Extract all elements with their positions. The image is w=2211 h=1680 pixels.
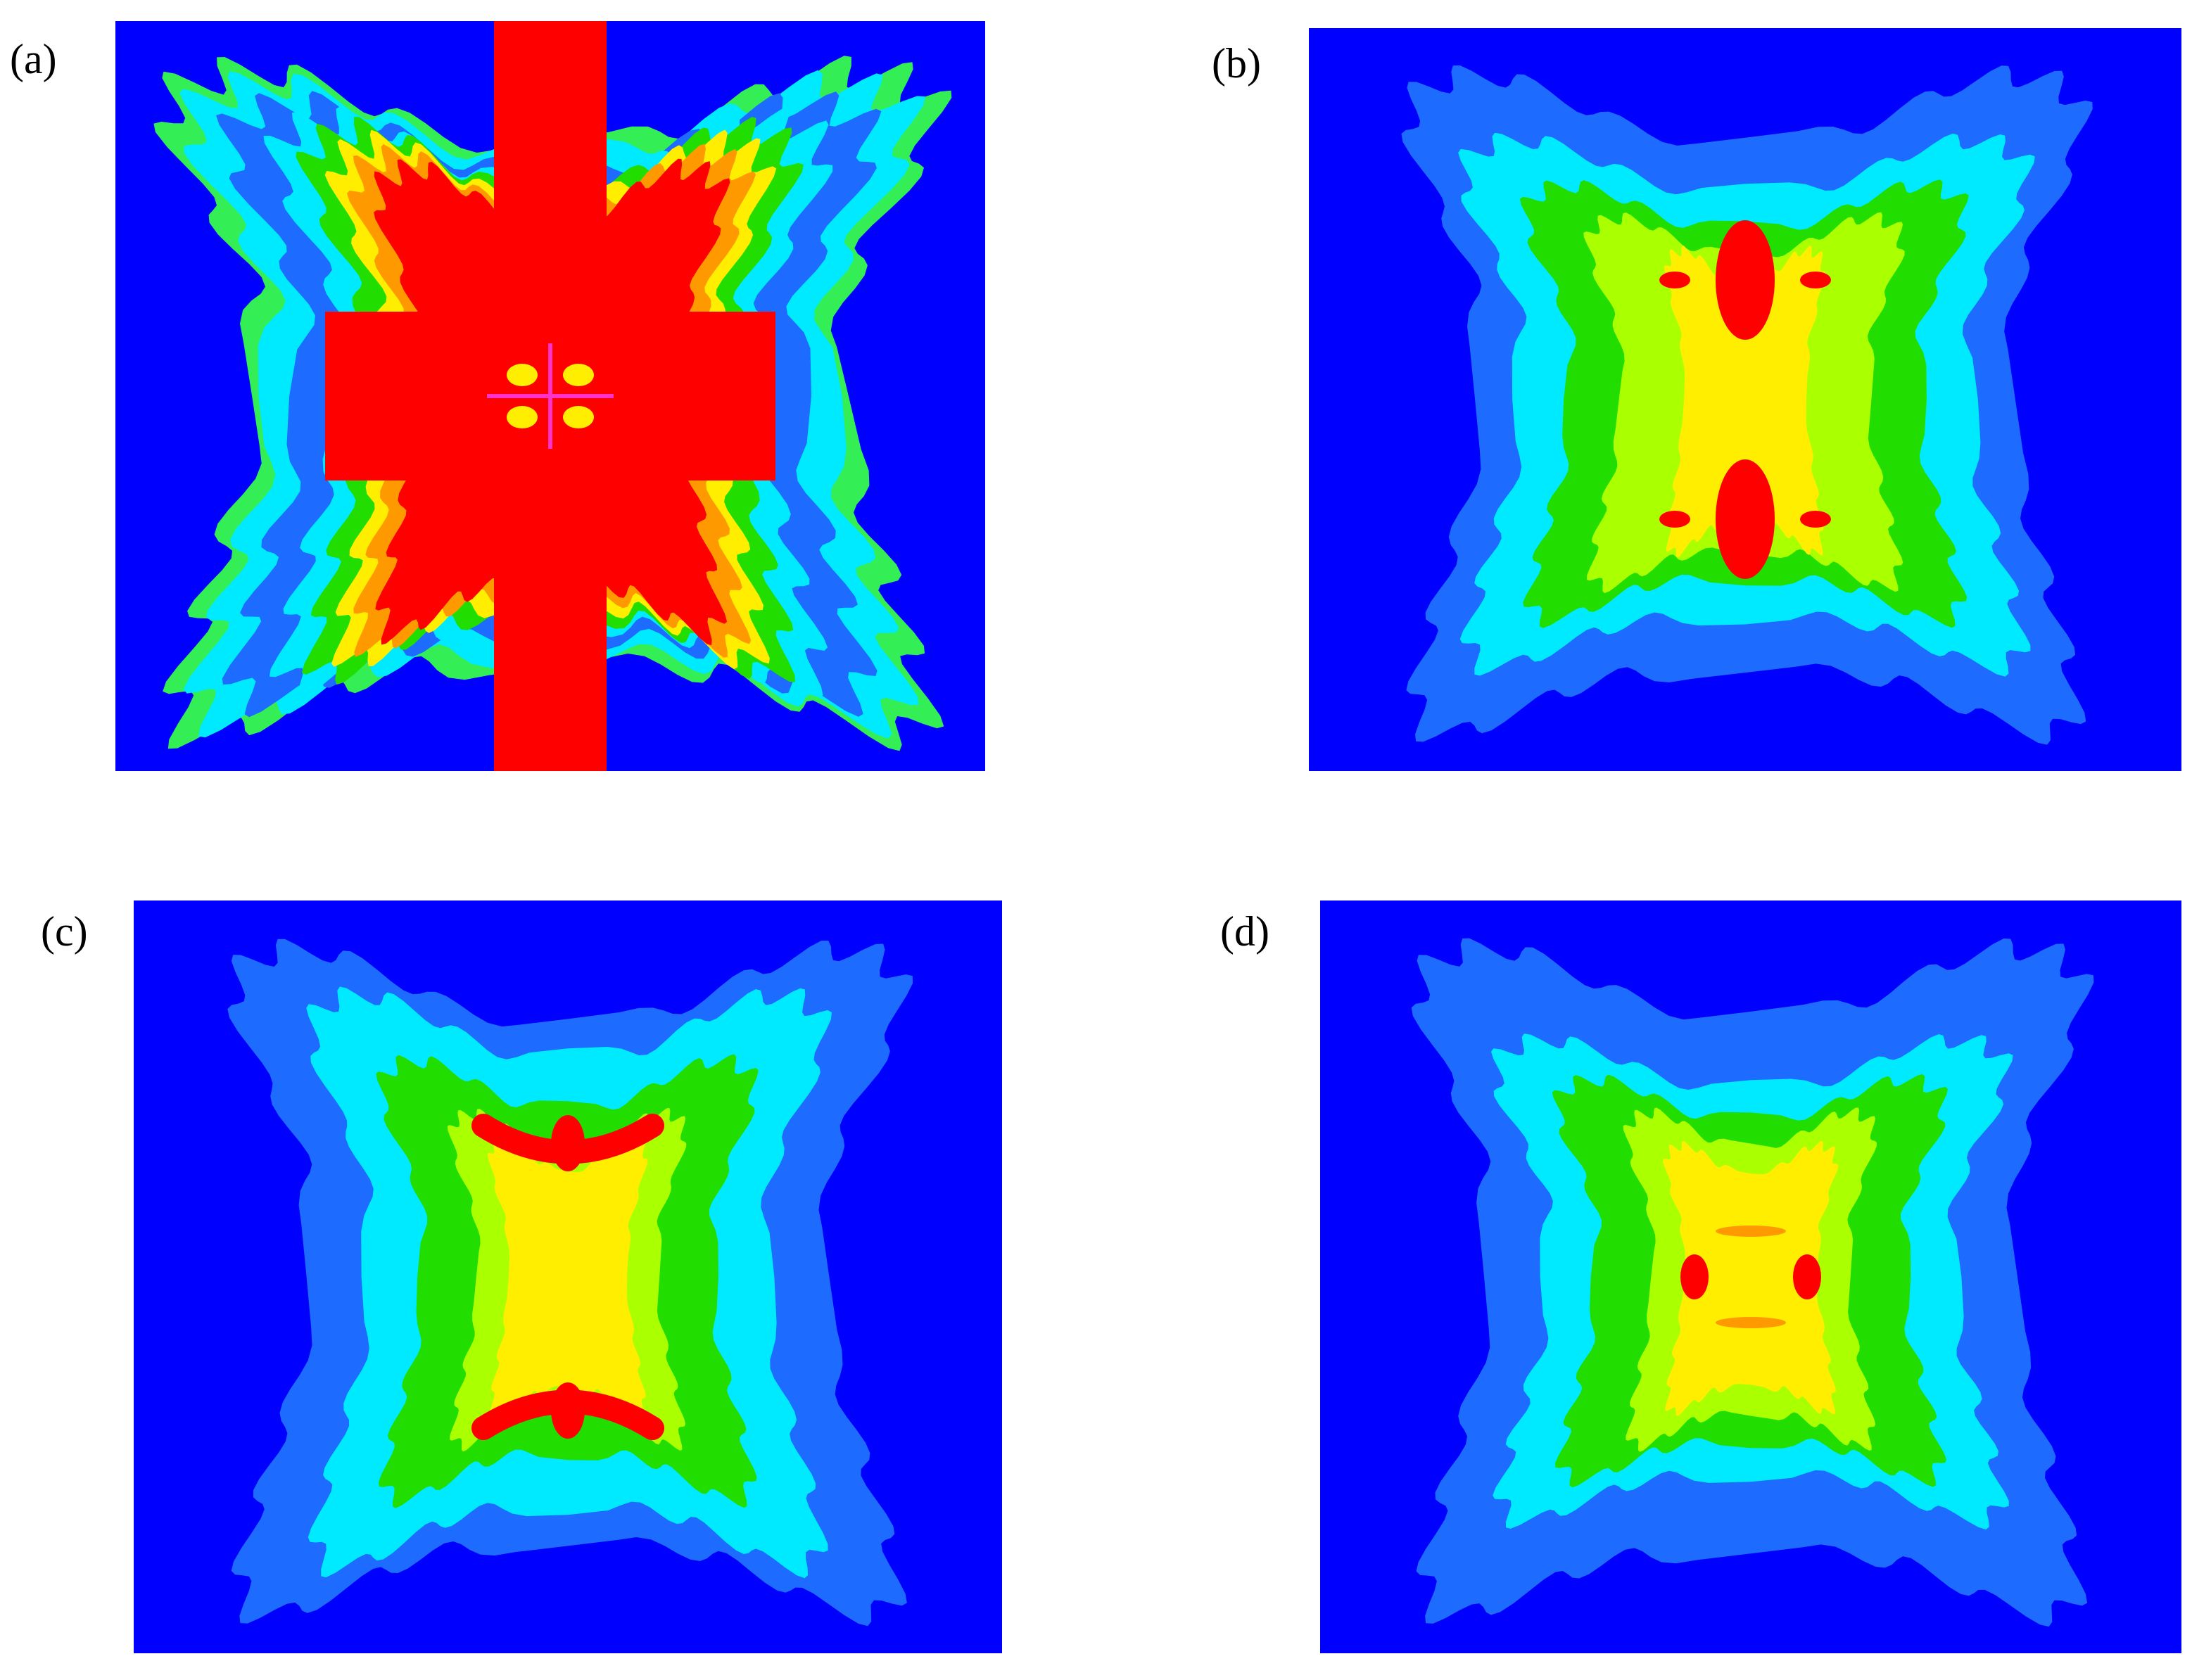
panel-label: (c): [41, 908, 88, 955]
hot: [1659, 511, 1690, 528]
hot: [1716, 220, 1775, 340]
spot: [507, 364, 538, 386]
hot: [1793, 1254, 1821, 1299]
hot: [1800, 511, 1831, 528]
panel-label: (b): [1212, 40, 1261, 87]
contour: [1663, 1140, 1839, 1416]
spot: [563, 364, 594, 386]
panel-c-map: [134, 901, 1002, 1653]
hot: [551, 1382, 585, 1439]
hot: [1716, 1226, 1786, 1237]
hot: [1800, 272, 1831, 288]
spot: [563, 406, 594, 428]
panel-b-map: [1309, 28, 2181, 771]
hot: [1716, 1317, 1786, 1328]
panel-a-map: [115, 21, 985, 771]
hot: [1680, 1254, 1709, 1299]
hot: [1659, 272, 1690, 288]
hot: [1716, 459, 1775, 579]
hot: [551, 1115, 585, 1171]
panel-d-map: [1320, 901, 2181, 1653]
contour: [488, 1135, 648, 1423]
panel-label: (a): [10, 36, 57, 82]
contour: [1664, 245, 1826, 558]
panel-label: (d): [1220, 908, 1269, 955]
spot: [507, 406, 538, 428]
